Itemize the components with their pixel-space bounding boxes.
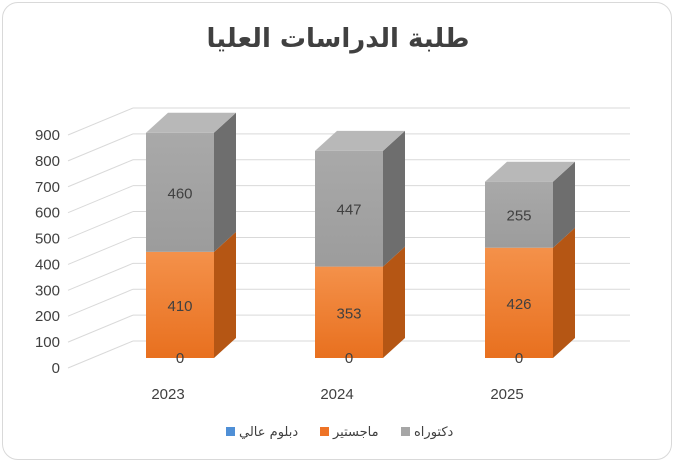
chart-title: طلبة الدراسات العليا xyxy=(207,24,470,54)
y-tick-label: 0 xyxy=(52,360,60,377)
legend-label: دكتوراه xyxy=(414,425,454,440)
y-tick-label: 100 xyxy=(35,334,60,351)
x-tick-label: 2025 xyxy=(490,386,523,403)
data-label: 426 xyxy=(506,296,531,313)
legend: دبلوم عالي ماجستير دكتوراه xyxy=(226,425,454,440)
gridline-depth xyxy=(67,211,134,240)
legend-label: ماجستير xyxy=(332,425,379,440)
gridline-depth xyxy=(67,262,134,291)
bar-1-2 xyxy=(315,150,383,267)
gridline-depth xyxy=(67,185,134,214)
bar-0-2 xyxy=(146,132,214,252)
y-tick-label: 800 xyxy=(35,153,60,170)
data-label: 447 xyxy=(336,202,361,219)
bars xyxy=(146,112,575,358)
x-tick-label: 2024 xyxy=(320,386,353,403)
y-tick-label: 200 xyxy=(35,308,60,325)
bar-side-1-2 xyxy=(383,130,405,267)
x-axis: 2023 2024 2025 xyxy=(151,386,523,403)
bar-side-0-1 xyxy=(214,231,236,358)
y-tick-label: 500 xyxy=(35,231,60,248)
bar-0-1 xyxy=(146,251,214,358)
gridline-depth xyxy=(67,314,134,343)
data-labels: 0 410 460 0 353 447 0 426 255 xyxy=(167,185,531,367)
y-tick-label: 700 xyxy=(35,179,60,196)
gridline-depth xyxy=(67,159,134,188)
data-label: 0 xyxy=(176,350,184,367)
gridline-depth xyxy=(67,236,134,265)
data-label: 0 xyxy=(345,350,353,367)
bar-top-1 xyxy=(315,130,405,151)
gridline-depth xyxy=(67,133,134,162)
bar-top-0 xyxy=(146,112,236,133)
y-tick-label: 300 xyxy=(35,282,60,299)
bar-top-2 xyxy=(485,161,575,182)
bar-1-1 xyxy=(315,266,383,358)
gridline-depth xyxy=(67,288,134,317)
data-label: 353 xyxy=(336,305,361,322)
bar-2-2 xyxy=(485,181,553,248)
legend-swatch xyxy=(226,427,235,436)
x-tick-label: 2023 xyxy=(151,386,184,403)
data-label: 460 xyxy=(167,185,192,202)
legend-swatch xyxy=(401,427,410,436)
y-tick-label: 600 xyxy=(35,205,60,222)
bar-side-0-2 xyxy=(214,112,236,252)
bar-side-1-1 xyxy=(383,246,405,358)
data-label: 255 xyxy=(506,208,531,225)
data-label: 0 xyxy=(515,350,523,367)
bar-side-2-1 xyxy=(553,227,575,358)
gridline-depth xyxy=(67,340,134,369)
legend-label: دبلوم عالي xyxy=(239,425,298,440)
gridline-depth xyxy=(67,107,134,136)
data-label: 410 xyxy=(167,298,192,315)
y-tick-label: 400 xyxy=(35,256,60,273)
bar-side-2-2 xyxy=(553,161,575,248)
bar-2-1 xyxy=(485,247,553,358)
y-tick-label: 900 xyxy=(35,127,60,144)
y-axis: 0 100 200 300 400 500 600 700 800 900 xyxy=(35,127,60,377)
legend-swatch xyxy=(320,427,329,436)
